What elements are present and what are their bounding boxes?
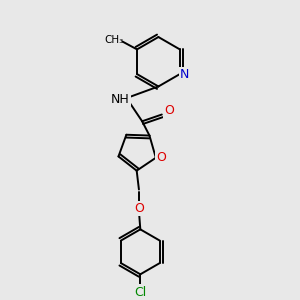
- Text: O: O: [164, 104, 174, 117]
- Text: Cl: Cl: [134, 286, 146, 299]
- Text: N: N: [180, 68, 189, 81]
- Text: O: O: [156, 151, 166, 164]
- Text: O: O: [134, 202, 144, 215]
- Text: NH: NH: [111, 93, 130, 106]
- Text: CH₃: CH₃: [104, 35, 124, 45]
